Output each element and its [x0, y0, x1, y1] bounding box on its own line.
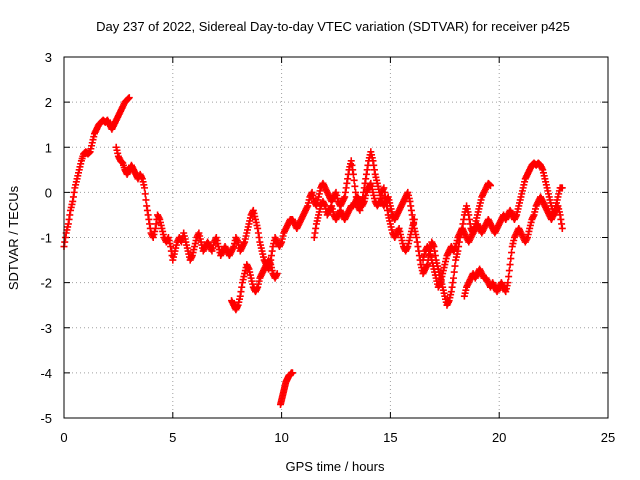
y-tick-label: 2 — [45, 95, 52, 110]
data-marks — [60, 94, 566, 408]
data-point — [125, 94, 133, 102]
data-point — [504, 279, 512, 287]
x-tick-label: 0 — [60, 430, 67, 445]
data-point — [141, 184, 149, 192]
y-tick-label: 3 — [45, 50, 52, 65]
data-point — [288, 369, 296, 377]
chart-title: Day 237 of 2022, Sidereal Day-to-day VTE… — [96, 19, 570, 34]
data-point — [558, 224, 566, 232]
data-point — [508, 249, 516, 257]
data-point — [141, 190, 149, 198]
data-point — [273, 270, 281, 278]
plot-frame — [63, 56, 609, 419]
data-point — [142, 196, 150, 204]
data-point — [451, 262, 459, 270]
y-tick-label: -4 — [40, 366, 52, 381]
y-axis-label: SDTVAR / TECUs — [6, 185, 21, 290]
data-point — [410, 215, 418, 223]
y-tick-label: -3 — [40, 321, 52, 336]
data-point — [486, 182, 494, 190]
x-tick-label: 10 — [274, 430, 288, 445]
y-tick-label: -1 — [40, 231, 52, 246]
data-point — [506, 261, 514, 269]
y-tick-label: -5 — [40, 411, 52, 426]
series-dip — [277, 369, 296, 408]
y-tick-label: 0 — [45, 185, 52, 200]
x-axis-label: GPS time / hours — [286, 459, 385, 474]
series-right-lower — [460, 184, 566, 300]
data-point — [450, 274, 458, 282]
x-tick-label: 15 — [383, 430, 397, 445]
x-tick-label: 20 — [492, 430, 506, 445]
x-tick-label: 5 — [169, 430, 176, 445]
data-point — [350, 176, 358, 184]
series-mid-lower — [228, 256, 281, 314]
data-point — [351, 182, 359, 190]
data-point — [505, 273, 513, 281]
data-point — [558, 184, 566, 192]
series-upper-branch — [310, 179, 418, 255]
y-tick-label: -2 — [40, 276, 52, 291]
data-point — [349, 170, 357, 178]
data-point — [507, 255, 515, 263]
x-tick-label: 25 — [601, 430, 615, 445]
series-main — [60, 94, 133, 251]
y-tick-label: 1 — [45, 140, 52, 155]
data-point — [450, 268, 458, 276]
series-right-upper — [419, 159, 566, 291]
data-point — [505, 267, 513, 275]
